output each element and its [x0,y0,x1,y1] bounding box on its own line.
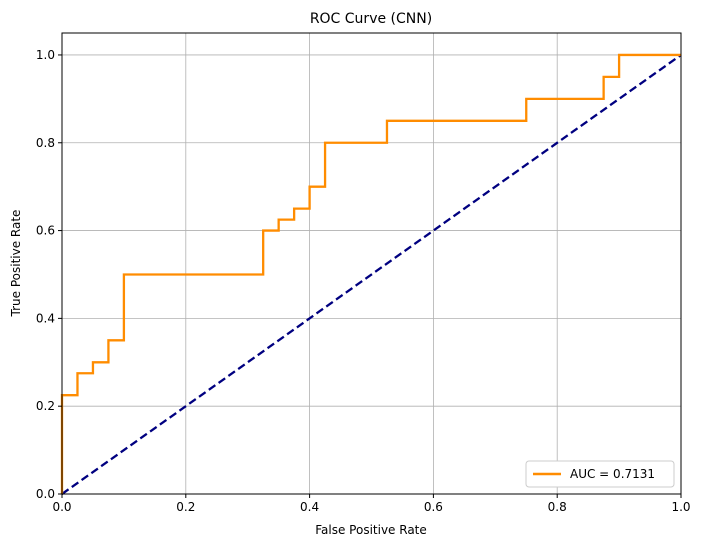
y-tick-label: 1.0 [36,48,55,62]
y-tick-label: 0.0 [36,487,55,501]
x-tick-label: 0.8 [548,500,567,514]
y-axis-label: True Positive Rate [9,210,23,318]
plot-frame [61,32,682,495]
x-tick-label: 0.4 [300,500,319,514]
roc-curve-line [60,53,681,494]
y-tick-label: 0.4 [36,311,55,325]
series-layer [60,53,682,495]
legend: AUC = 0.7131 [525,460,675,488]
grid [61,33,682,495]
x-axis-label: False Positive Rate [315,523,427,537]
chart-title: ROC Curve (CNN) [310,11,432,27]
x-tick-label: 0.2 [176,500,195,514]
y-tick-label: 0.8 [36,136,55,150]
y-tick-label: 0.2 [36,399,55,413]
x-tick-label: 0.0 [52,500,71,514]
y-tick-label: 0.6 [36,224,55,238]
legend-entry-label: AUC = 0.7131 [570,467,655,481]
ticks: 0.0 0.2 0.4 0.6 0.8 1.0 0.0 0.2 0.4 0.6 0.8 1.0 [36,48,691,514]
x-tick-label: 1.0 [671,500,690,514]
chance-diagonal-line [61,54,682,495]
x-tick-label: 0.6 [424,500,443,514]
legend-box [525,460,675,488]
